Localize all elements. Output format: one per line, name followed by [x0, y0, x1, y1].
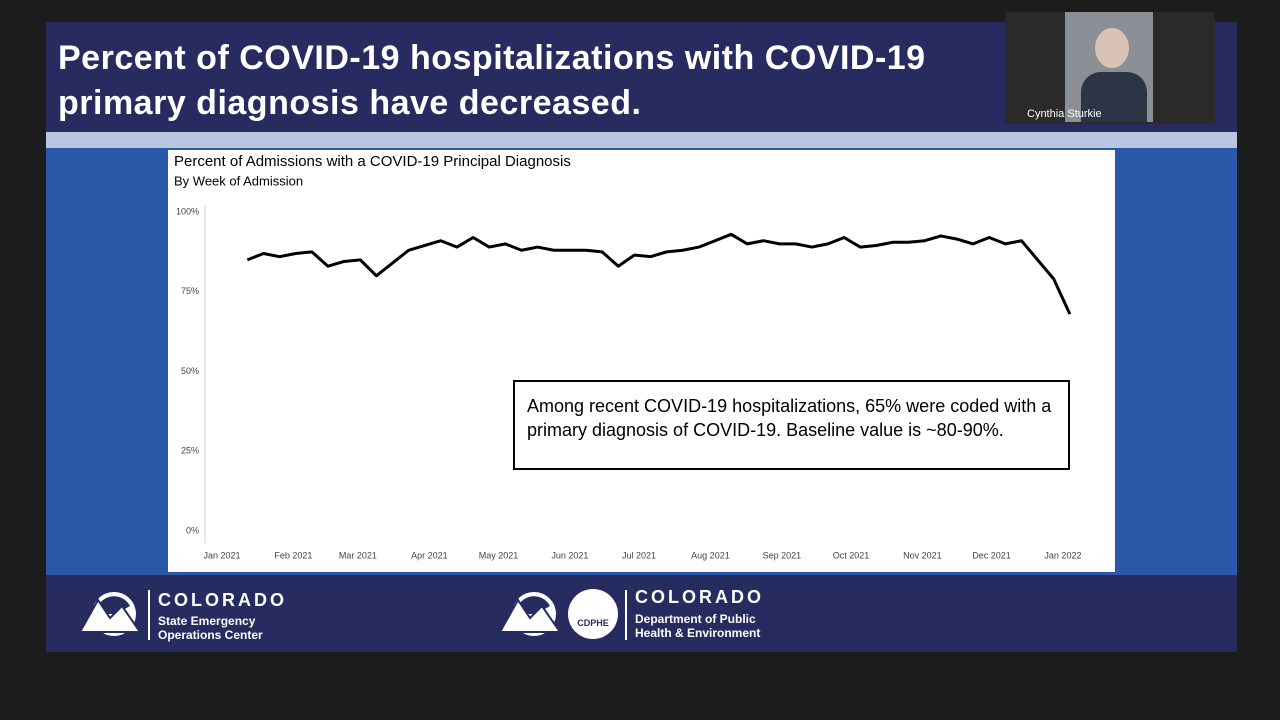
video-tile[interactable]: Cynthia Sturkie	[1005, 12, 1215, 124]
x-tick-label: Jan 2021	[203, 550, 240, 560]
data-line	[246, 232, 1072, 315]
x-tick-label: Oct 2021	[833, 550, 870, 560]
chart: Percent of Admissions with a COVID-19 Pr…	[168, 150, 1115, 572]
x-tick-label: Jul 2021	[622, 550, 656, 560]
x-tick-label: Jan 2022	[1044, 550, 1081, 560]
face	[1095, 28, 1129, 68]
participant-name: Cynthia Sturkie	[1027, 108, 1102, 120]
video-feed	[1065, 12, 1153, 122]
footer-name: COLORADO	[158, 590, 287, 610]
slide-title: Percent of COVID-19 hospitalizations wit…	[58, 39, 926, 122]
x-tick-label: Jun 2021	[551, 550, 588, 560]
x-tick-label: Mar 2021	[339, 550, 377, 560]
body	[1081, 72, 1147, 122]
x-tick-label: Nov 2021	[903, 550, 942, 560]
badge: CDPHE	[568, 589, 618, 639]
logo	[498, 592, 562, 636]
footer-band	[46, 575, 1237, 652]
chart-title: Percent of Admissions with a COVID-19 Pr…	[174, 153, 571, 170]
y-tick-label: 25%	[181, 446, 199, 456]
x-tick-label: Apr 2021	[411, 550, 448, 560]
chart-subtitle: By Week of Admission	[174, 173, 303, 188]
chart-panel	[168, 150, 1115, 572]
y-tick-label: 100%	[176, 206, 199, 216]
stripe	[46, 132, 1237, 148]
x-tick-label: Sep 2021	[763, 550, 802, 560]
x-tick-label: Dec 2021	[972, 550, 1011, 560]
unit-line: Operations Center	[158, 628, 263, 642]
annotation: Among recent COVID-19 hospitalizations, …	[513, 380, 1070, 470]
badge-text: CDPHE	[577, 618, 609, 628]
unit-line: State Emergency	[158, 614, 256, 628]
y-tick-label: 75%	[181, 286, 199, 296]
footer-unit: Department of Public Health & Environment	[635, 612, 760, 640]
unit-line: Department of Public	[635, 612, 756, 626]
x-tick-label: Aug 2021	[691, 550, 730, 560]
divider	[148, 590, 150, 640]
logo	[78, 592, 142, 636]
unit-line: Health & Environment	[635, 626, 761, 640]
footer-name: COLORADO	[635, 587, 764, 607]
x-tick-label: Feb 2021	[274, 550, 312, 560]
y-tick-label: 0%	[186, 525, 199, 535]
footer-unit: State Emergency Operations Center	[158, 614, 263, 642]
divider	[625, 590, 627, 640]
x-tick-label: May 2021	[479, 550, 519, 560]
y-tick-label: 50%	[181, 366, 199, 376]
